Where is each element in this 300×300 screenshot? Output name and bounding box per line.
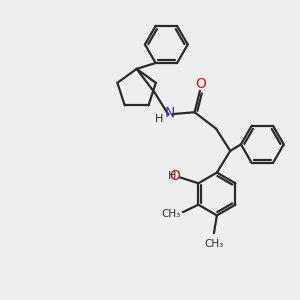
Text: CH₃: CH₃	[161, 208, 181, 219]
Text: H: H	[155, 114, 164, 124]
Text: N: N	[165, 106, 175, 120]
Text: CH₃: CH₃	[204, 239, 224, 249]
Text: H: H	[167, 171, 176, 181]
Text: O: O	[196, 77, 207, 91]
Text: O: O	[169, 169, 180, 183]
